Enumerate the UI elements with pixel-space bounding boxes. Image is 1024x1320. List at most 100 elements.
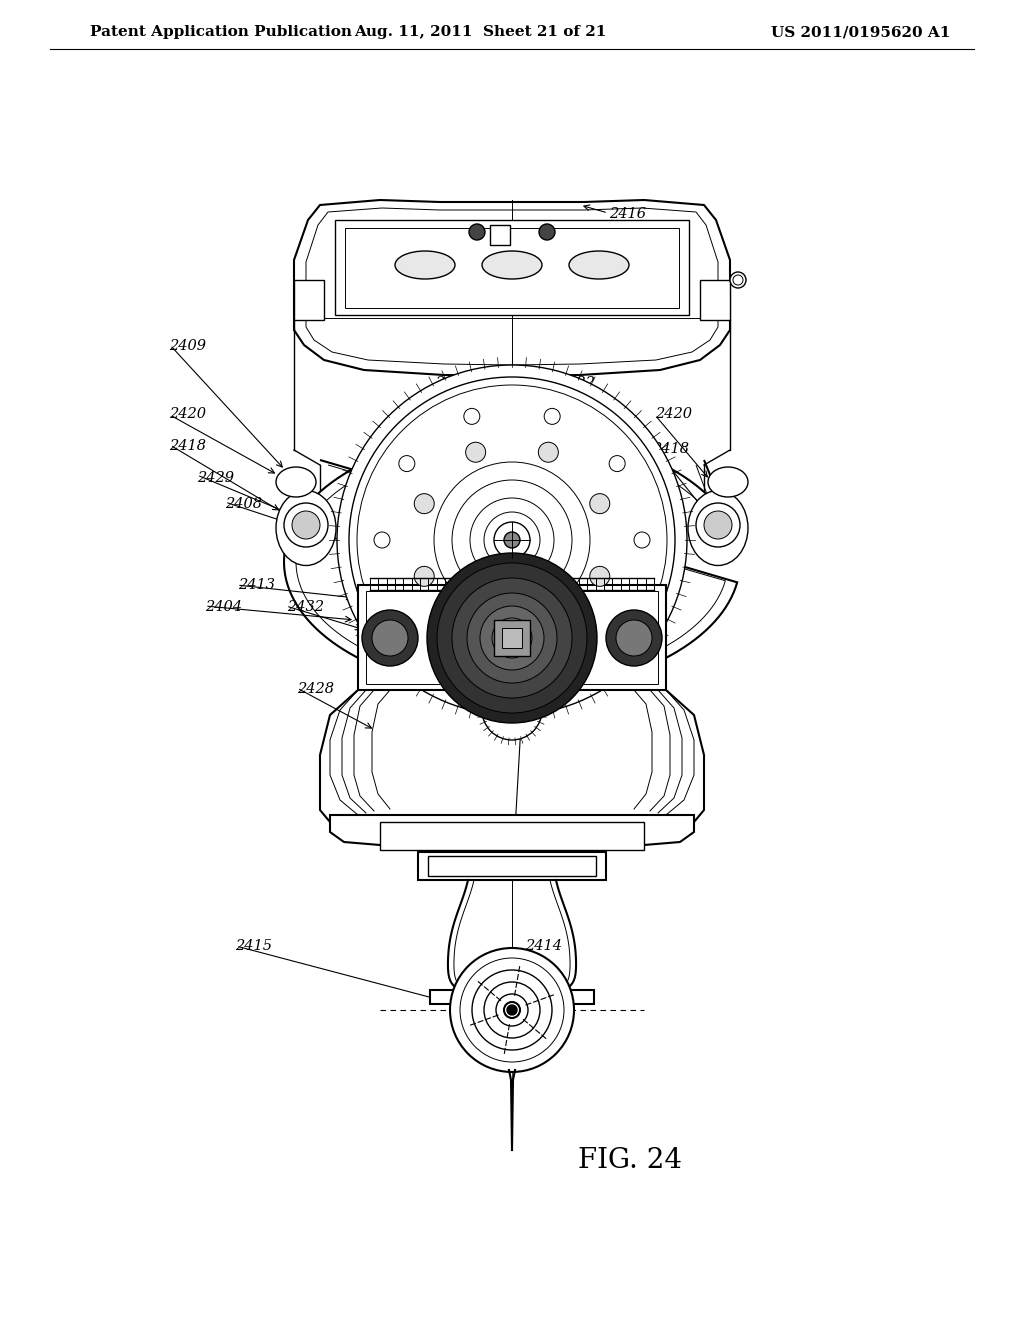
Text: Aug. 11, 2011  Sheet 21 of 21: Aug. 11, 2011 Sheet 21 of 21 (354, 25, 606, 40)
Text: 2409: 2409 (169, 339, 206, 352)
Circle shape (516, 566, 524, 574)
Bar (358, 585, 666, 690)
Bar (294, 280, 324, 319)
Circle shape (484, 512, 540, 568)
Bar (490, 224, 510, 246)
Polygon shape (284, 432, 737, 692)
Bar (366, 591, 658, 684)
Ellipse shape (482, 251, 542, 279)
Circle shape (606, 610, 662, 667)
Text: US 2011/0195620 A1: US 2011/0195620 A1 (771, 25, 950, 40)
Circle shape (415, 566, 434, 586)
Text: 2420: 2420 (169, 408, 206, 421)
Text: 2418: 2418 (652, 442, 689, 455)
Text: 2429: 2429 (197, 471, 233, 484)
Circle shape (452, 578, 572, 698)
Circle shape (437, 564, 587, 713)
Circle shape (427, 553, 597, 723)
Circle shape (472, 970, 552, 1049)
Text: FIG. 24: FIG. 24 (578, 1147, 682, 1173)
Polygon shape (294, 201, 730, 376)
Text: 2425: 2425 (522, 701, 559, 714)
Circle shape (609, 609, 626, 624)
Text: 2424: 2424 (618, 498, 655, 511)
Text: 2404: 2404 (205, 601, 242, 614)
Bar (380, 822, 644, 850)
Circle shape (466, 442, 485, 462)
Circle shape (544, 408, 560, 424)
Circle shape (504, 532, 520, 548)
Text: 2413: 2413 (238, 578, 274, 591)
Circle shape (337, 366, 687, 715)
Circle shape (634, 532, 650, 548)
Bar (502, 628, 522, 648)
Text: 2428: 2428 (297, 682, 334, 696)
Ellipse shape (688, 491, 748, 565)
Polygon shape (330, 814, 694, 855)
Circle shape (467, 593, 557, 682)
Ellipse shape (708, 467, 748, 498)
Text: 2415: 2415 (236, 940, 272, 953)
Circle shape (349, 378, 675, 704)
Circle shape (507, 1005, 517, 1015)
Circle shape (730, 272, 746, 288)
Circle shape (500, 566, 508, 574)
Circle shape (544, 656, 560, 672)
Circle shape (452, 480, 572, 601)
Ellipse shape (276, 467, 316, 498)
Circle shape (482, 680, 542, 741)
Circle shape (434, 462, 590, 618)
Circle shape (362, 610, 418, 667)
Ellipse shape (395, 251, 455, 279)
Bar (430, 990, 594, 1005)
Circle shape (398, 455, 415, 471)
Text: 2418: 2418 (169, 440, 206, 453)
Circle shape (450, 948, 574, 1072)
Text: 2426: 2426 (435, 376, 472, 389)
Bar (700, 280, 730, 319)
Circle shape (609, 455, 626, 471)
Circle shape (466, 618, 485, 638)
Text: 2410: 2410 (618, 520, 655, 533)
Circle shape (469, 224, 485, 240)
Text: Patent Application Publication: Patent Application Publication (90, 25, 352, 40)
Circle shape (415, 494, 434, 513)
Circle shape (590, 566, 609, 586)
Circle shape (494, 521, 530, 558)
Text: 2432: 2432 (522, 667, 559, 680)
Text: 2420: 2420 (655, 408, 692, 421)
Text: 2408: 2408 (225, 498, 262, 511)
Circle shape (590, 494, 609, 513)
Text: 2416: 2416 (609, 207, 646, 220)
Circle shape (539, 442, 558, 462)
Bar (335, 220, 689, 315)
Circle shape (484, 982, 540, 1038)
Circle shape (357, 385, 667, 696)
Circle shape (470, 498, 554, 582)
Circle shape (492, 618, 532, 657)
Circle shape (496, 994, 528, 1026)
Text: 2429: 2429 (618, 471, 655, 484)
Circle shape (508, 566, 516, 574)
Circle shape (733, 275, 743, 285)
Text: 2414: 2414 (525, 940, 562, 953)
Circle shape (372, 620, 408, 656)
Circle shape (464, 408, 480, 424)
Bar (345, 228, 679, 308)
Circle shape (480, 606, 544, 671)
Circle shape (292, 511, 319, 539)
Circle shape (504, 1002, 520, 1018)
Bar (418, 851, 606, 880)
Circle shape (539, 618, 558, 638)
Circle shape (460, 958, 564, 1063)
Circle shape (616, 620, 652, 656)
Circle shape (284, 503, 328, 546)
Circle shape (705, 511, 732, 539)
Circle shape (374, 532, 390, 548)
Text: 2422: 2422 (558, 376, 595, 389)
Circle shape (696, 503, 740, 546)
Ellipse shape (276, 491, 336, 565)
Circle shape (398, 609, 415, 624)
Bar (428, 855, 596, 876)
Circle shape (539, 224, 555, 240)
